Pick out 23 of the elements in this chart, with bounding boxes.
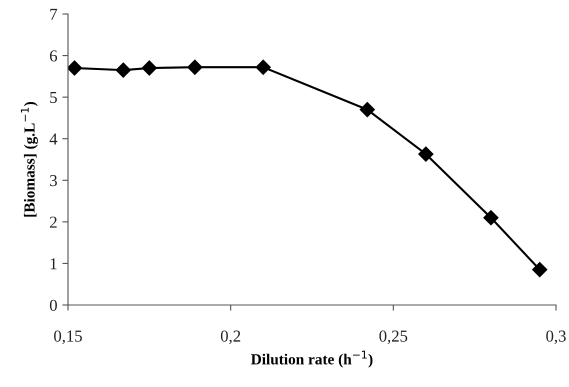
y-tick-label: 5 <box>50 92 57 104</box>
y-tick-label: 1 <box>50 258 57 270</box>
point <box>116 62 131 78</box>
point <box>418 146 434 162</box>
point <box>532 262 548 278</box>
y-tick-label: 2 <box>50 216 57 228</box>
y-tick-label: 6 <box>50 50 58 62</box>
point <box>68 60 82 76</box>
x-tick-label: 0,25 <box>379 330 408 344</box>
y-tick-label: 0 <box>50 300 57 311</box>
point <box>256 60 271 75</box>
x-tick-label: 0,3 <box>546 330 566 344</box>
point <box>187 60 202 75</box>
y-tick-label: 4 <box>50 134 58 144</box>
y-tick-label: 3 <box>50 175 57 186</box>
x-tick-label: 0,15 <box>54 330 82 344</box>
point <box>360 102 375 118</box>
point <box>142 60 157 76</box>
x-tick-label: 0,2 <box>220 330 240 344</box>
point <box>483 210 499 226</box>
y-axis-title: [Biomass] (g.L$^{−1}$) <box>20 102 38 217</box>
x-axis-title: Dilution rate (h$^{−1}$) <box>251 350 372 368</box>
y-tick-label: 7 <box>50 8 58 20</box>
